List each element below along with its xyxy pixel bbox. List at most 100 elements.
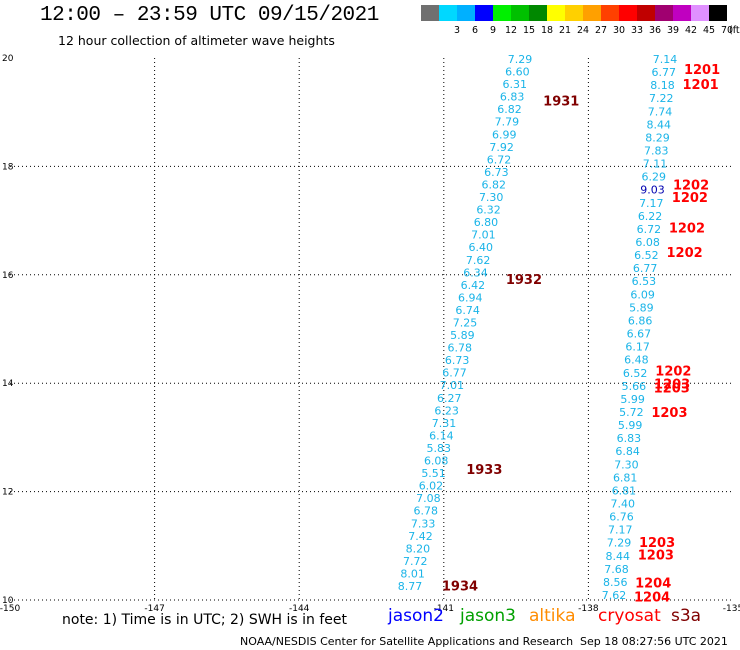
legend-label: 42: [684, 25, 698, 36]
legend-swatch: [565, 5, 583, 21]
wave-height-value: 7.30: [614, 458, 639, 471]
legend-unit-label: (ft): [729, 25, 740, 36]
wave-height-value: 6.52: [623, 367, 648, 380]
wave-height-value: 6.23: [434, 404, 459, 417]
wave-height-value: 7.17: [639, 197, 664, 210]
lon-tick-label: -144: [289, 604, 310, 614]
wave-height-value: 6.74: [455, 304, 480, 317]
legend-swatch: [655, 5, 673, 21]
legend-swatch: [583, 5, 601, 21]
legend-label: 3: [453, 25, 461, 36]
legend-swatch: [475, 5, 493, 21]
wave-height-value: 6.73: [484, 166, 509, 179]
wave-height-value: 6.94: [458, 291, 483, 304]
lon-tick-label: -150: [0, 604, 20, 614]
wave-height-value: 7.17: [608, 524, 633, 537]
track-time-label: 1933: [466, 463, 502, 478]
track-time-label: 1203: [654, 382, 690, 397]
footer-note: note: 1) Time is in UTC; 2) SWH is in fe…: [62, 612, 348, 628]
lon-tick-label: -141: [434, 604, 454, 614]
sat-jason2: jason2: [388, 606, 444, 626]
wave-height-value: 7.11: [643, 158, 668, 171]
wave-height-value: 6.08: [635, 236, 660, 249]
wave-height-value: 7.40: [610, 497, 635, 510]
lon-tick-label: -135: [723, 604, 740, 614]
legend-label: 24: [576, 25, 590, 36]
legend-swatch: [709, 5, 727, 21]
wave-height-value: 6.83: [617, 432, 642, 445]
wave-height-value: 7.83: [644, 145, 669, 158]
wave-height-value: 7.33: [411, 517, 436, 530]
wave-height-value: 7.31: [432, 417, 457, 430]
legend-label: 36: [648, 25, 662, 36]
wave-height-value: 6.02: [419, 480, 444, 493]
wave-height-value: 6.99: [492, 128, 517, 141]
wave-height-value: 6.73: [445, 354, 470, 367]
credit-text: NOAA/NESDIS Center for Satellite Applica…: [240, 635, 574, 648]
wave-height-value: 5.99: [618, 419, 643, 432]
track-time-label: 1934: [442, 579, 478, 594]
wave-height-value: 6.29: [642, 171, 667, 184]
legend-label: 39: [666, 25, 680, 36]
wave-height-value: 6.40: [468, 241, 493, 254]
legend-label: 70: [720, 25, 734, 36]
wave-height-value: 6.60: [505, 66, 530, 79]
wave-height-value: 6.84: [615, 445, 640, 458]
legend-swatch: [493, 5, 511, 21]
legend-label: 6: [471, 25, 479, 36]
sat-altika: altika: [529, 606, 576, 626]
wave-height-value: 8.20: [406, 542, 431, 555]
legend-label: 45: [702, 25, 716, 36]
wave-height-value: 7.62: [602, 589, 627, 602]
legend-label: 18: [540, 25, 554, 36]
sat-s3a: s3a: [671, 606, 702, 626]
wave-height-value: 8.77: [398, 580, 423, 593]
track-time-label: 1202: [669, 222, 705, 237]
wave-height-value: 7.79: [495, 116, 520, 129]
wave-height-value: 7.29: [607, 537, 632, 550]
wave-height-value: 6.81: [612, 484, 637, 497]
wave-height-value: 7.29: [508, 53, 533, 66]
legend-swatch: [637, 5, 655, 21]
legend-swatch: [691, 5, 709, 21]
wave-height-value: 5.72: [619, 406, 644, 419]
legend-label: 21: [558, 25, 572, 36]
wave-height-value: 6.48: [624, 354, 649, 367]
track-time-label: 1932: [506, 273, 542, 288]
wave-height-value: 7.30: [479, 191, 504, 204]
wave-height-value: 7.14: [653, 53, 678, 66]
legend-swatch: [457, 5, 475, 21]
lat-tick-label: 12: [2, 488, 13, 498]
wave-height-value: 6.81: [613, 471, 638, 484]
wave-height-value: 8.56: [603, 576, 628, 589]
legend-swatch: [673, 5, 691, 21]
wave-height-value: 7.68: [604, 563, 629, 576]
track-time-label: 1203: [651, 406, 687, 421]
wave-height-value: 6.80: [474, 216, 499, 229]
legend-swatch: [619, 5, 637, 21]
wave-height-value: 6.82: [497, 103, 522, 116]
track-time-label: 1202: [672, 191, 708, 206]
sat-cryosat: cryosat: [598, 606, 661, 626]
wave-height-value: 6.08: [424, 455, 449, 468]
lon-tick-label: -138: [578, 604, 599, 614]
wave-height-value: 6.53: [632, 275, 657, 288]
wave-height-value: 6.72: [637, 223, 662, 236]
legend-swatch: [439, 5, 457, 21]
wave-height-value: 6.52: [634, 249, 659, 262]
page-subtitle: 12 hour collection of altimeter wave hei…: [58, 33, 335, 48]
wave-height-value: 6.67: [627, 328, 652, 341]
wave-height-value: 7.92: [489, 141, 514, 154]
wave-height-value: 6.82: [482, 178, 507, 191]
wave-height-value: 7.01: [440, 379, 465, 392]
wave-height-value: 8.44: [647, 118, 672, 131]
track-time-label: 1201: [684, 63, 720, 78]
wave-height-value: 8.18: [650, 79, 675, 92]
wave-height-value: 5.89: [450, 329, 475, 342]
wave-height-value: 6.78: [413, 505, 438, 518]
wave-height-value: 6.17: [625, 341, 650, 354]
wave-height-value: 6.72: [487, 153, 512, 166]
wave-height-value: 6.14: [429, 429, 454, 442]
legend-label: 30: [612, 25, 626, 36]
